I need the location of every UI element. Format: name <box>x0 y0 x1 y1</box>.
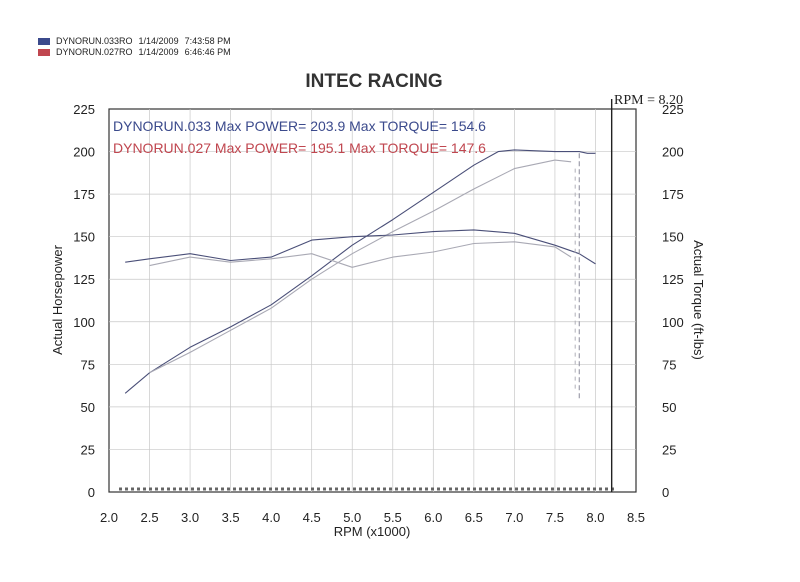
x-tick-label: 4.0 <box>262 510 280 525</box>
y2-tick-label: 200 <box>662 145 684 160</box>
legend-date: 1/14/2009 <box>138 47 179 57</box>
x-tick-label: 2.5 <box>140 510 158 525</box>
legend-name: DYNORUN.033RO <box>56 36 133 46</box>
y2-tick-label: 75 <box>662 357 676 372</box>
legend-date: 1/14/2009 <box>138 36 179 46</box>
y2-tick-label: 0 <box>662 485 669 500</box>
summary-line-dynorun-027: DYNORUN.027 Max POWER= 195.1 Max TORQUE=… <box>113 140 486 156</box>
y-tick-label: 150 <box>73 230 95 245</box>
x-tick-label: 6.0 <box>424 510 442 525</box>
series-line-dynorun-027-power <box>149 159 572 374</box>
x-tick-label: 7.0 <box>505 510 523 525</box>
legend-swatch-027 <box>38 49 50 56</box>
x-axis-label: RPM (x1000) <box>334 524 411 539</box>
y2-tick-label: 25 <box>662 442 676 457</box>
y2-tick-label: 50 <box>662 400 676 415</box>
legend-name: DYNORUN.027RO <box>56 47 133 57</box>
chart-title: INTEC RACING <box>305 71 442 92</box>
legend-time: 7:43:58 PM <box>184 36 231 46</box>
x-tick-label: 6.5 <box>465 510 483 525</box>
y2-axis-label: Actual Torque (ft-lbs) <box>691 240 706 360</box>
y2-tick-label: 150 <box>662 230 684 245</box>
y-tick-label: 0 <box>88 485 95 500</box>
y-tick-label: 100 <box>73 315 95 330</box>
series-line-dynorun-027-torque <box>149 241 572 268</box>
y-tick-label: 75 <box>81 357 95 372</box>
x-tick-label: 5.5 <box>384 510 402 525</box>
x-tick-label: 3.0 <box>181 510 199 525</box>
x-tick-label: 7.5 <box>546 510 564 525</box>
y-axis-label: Actual Horsepower <box>50 244 65 354</box>
rpm-marker-label: RPM = 8.20 <box>614 93 683 108</box>
legend-item-run-027: DYNORUN.027RO 1/14/2009 6:46:46 PM <box>38 47 231 58</box>
x-tick-label: 3.5 <box>222 510 240 525</box>
x-tick-label: 8.5 <box>627 510 645 525</box>
y-tick-label: 50 <box>81 400 95 415</box>
y2-tick-label: 100 <box>662 315 684 330</box>
run-legend: DYNORUN.033RO 1/14/2009 7:43:58 PM DYNOR… <box>38 36 231 58</box>
plot-area <box>108 108 637 493</box>
y2-tick-label: 225 <box>662 102 684 117</box>
series-line-dynorun-033-torque <box>125 229 596 265</box>
x-tick-label: 4.5 <box>303 510 321 525</box>
y-tick-label: 25 <box>81 442 95 457</box>
x-tick-label: 5.0 <box>343 510 361 525</box>
y-tick-label: 200 <box>73 145 95 160</box>
y2-tick-label: 125 <box>662 272 684 287</box>
y-tick-label: 175 <box>73 187 95 202</box>
x-tick-label: 2.0 <box>100 510 118 525</box>
y2-tick-label: 175 <box>662 187 684 202</box>
y-tick-label: 125 <box>73 272 95 287</box>
y-tick-label: 225 <box>73 102 95 117</box>
legend-swatch-033 <box>38 38 50 45</box>
series-line-dynorun-033-power <box>124 149 596 394</box>
x-tick-label: 8.0 <box>586 510 604 525</box>
summary-line-dynorun-033: DYNORUN.033 Max POWER= 203.9 Max TORQUE=… <box>113 118 486 134</box>
legend-item-run-033: DYNORUN.033RO 1/14/2009 7:43:58 PM <box>38 36 231 47</box>
legend-time: 6:46:46 PM <box>184 47 231 57</box>
